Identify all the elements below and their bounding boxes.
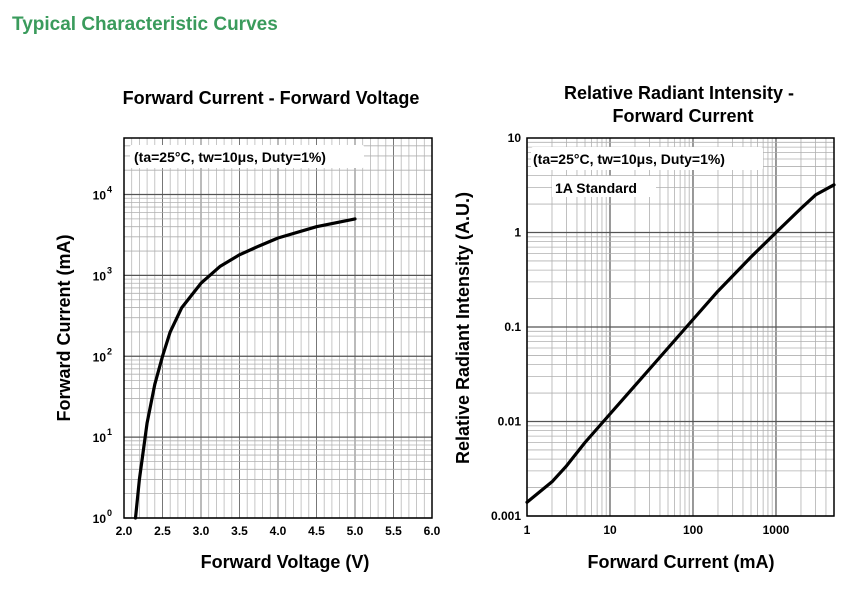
chart1-y-tick-exp: 0 [107, 508, 112, 518]
chart1-annotation: (ta=25°C, tw=10μs, Duty=1%) [134, 149, 326, 165]
chart2-y-ticks: 10 1 0.1 0.01 0.001 [491, 131, 521, 523]
chart1-y-tick-exp: 3 [107, 265, 112, 275]
forward-voltage-chart: Forward Current - Forward Voltage 2.0 2.5… [54, 88, 441, 572]
radiant-intensity-chart: Relative Radiant Intensity - Forward Cur… [453, 83, 836, 572]
chart2-y-axis-label: Relative Radiant Intensity (A.U.) [453, 192, 473, 464]
chart1-x-tick-label: 5.5 [385, 524, 402, 538]
chart1-y-tick-exp: 4 [107, 185, 112, 195]
section-title: Typical Characteristic Curves [12, 14, 278, 35]
chart1-x-tick-label: 6.0 [424, 524, 441, 538]
chart1-y-tick-exp: 2 [107, 346, 112, 356]
chart1-x-tick-label: 2.0 [116, 524, 133, 538]
chart2-annotation2-bg [552, 176, 656, 197]
chart1-x-tick-label: 2.5 [154, 524, 171, 538]
chart1-x-axis-label: Forward Voltage (V) [201, 552, 370, 572]
chart1-y-tick-exp: 1 [107, 427, 112, 437]
chart1-x-ticks: 2.0 2.5 3.0 3.5 4.0 4.5 5.0 5.5 6.0 [116, 524, 441, 538]
chart1-y-tick-label: 10 3 [93, 265, 112, 283]
chart2-y-tick-label: 0.1 [504, 320, 521, 334]
chart2-x-tick-label: 1000 [763, 523, 790, 537]
chart1-x-tick-label: 3.5 [231, 524, 248, 538]
chart2-annotation2: 1A Standard [555, 180, 637, 196]
chart2-series-line [525, 183, 836, 504]
chart2-x-tick-label: 10 [603, 523, 617, 537]
chart2-x-tick-label: 1 [524, 523, 531, 537]
chart1-annotation-bg [130, 145, 364, 168]
chart2-y-tick-label: 0.001 [491, 509, 521, 523]
chart2-x-ticks: 1 10 100 1000 [524, 523, 790, 537]
chart1-y-tick-base: 10 [93, 269, 107, 283]
chart1-title: Forward Current - Forward Voltage [123, 88, 420, 108]
chart1-series-line [133, 217, 357, 520]
chart1-y-tick-label: 10 1 [93, 427, 112, 445]
chart1-x-tick-label: 4.0 [270, 524, 287, 538]
chart2-title-line2: Forward Current [612, 106, 753, 126]
chart1-y-tick-base: 10 [93, 512, 107, 526]
chart2-y-tick-label: 1 [514, 226, 521, 240]
chart1-grid [123, 137, 433, 519]
chart2-title-line1: Relative Radiant Intensity - [564, 83, 794, 103]
chart1-x-tick-label: 3.0 [193, 524, 210, 538]
chart1-y-tick-label: 10 2 [93, 346, 112, 364]
chart1-x-tick-label: 4.5 [308, 524, 325, 538]
chart1-y-tick-label: 10 0 [93, 508, 112, 526]
chart1-x-tick-label: 5.0 [347, 524, 364, 538]
chart1-y-tick-base: 10 [93, 189, 107, 203]
chart2-y-tick-label: 10 [508, 131, 522, 145]
chart2-x-tick-label: 100 [683, 523, 703, 537]
chart2-annotation: (ta=25°C, tw=10μs, Duty=1%) [533, 151, 725, 167]
chart1-plot-frame [123, 137, 433, 519]
chart2-annotation-bg [531, 147, 763, 170]
chart1-y-tick-base: 10 [93, 431, 107, 445]
chart1-y-axis-label: Forward Current (mA) [54, 234, 74, 421]
chart2-y-tick-label: 0.01 [498, 415, 522, 429]
chart1-y-tick-label: 10 4 [93, 185, 112, 203]
chart2-plot-frame [526, 137, 835, 517]
chart2-x-axis-label: Forward Current (mA) [587, 552, 774, 572]
chart1-y-tick-base: 10 [93, 350, 107, 364]
